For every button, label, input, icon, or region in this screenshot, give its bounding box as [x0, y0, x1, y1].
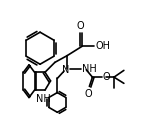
- Text: O: O: [84, 89, 92, 99]
- Text: OH: OH: [96, 41, 111, 51]
- Text: NH: NH: [82, 64, 97, 74]
- Text: O: O: [77, 21, 85, 31]
- Text: NH: NH: [36, 94, 51, 104]
- Text: N: N: [62, 65, 69, 75]
- Text: O: O: [102, 72, 110, 82]
